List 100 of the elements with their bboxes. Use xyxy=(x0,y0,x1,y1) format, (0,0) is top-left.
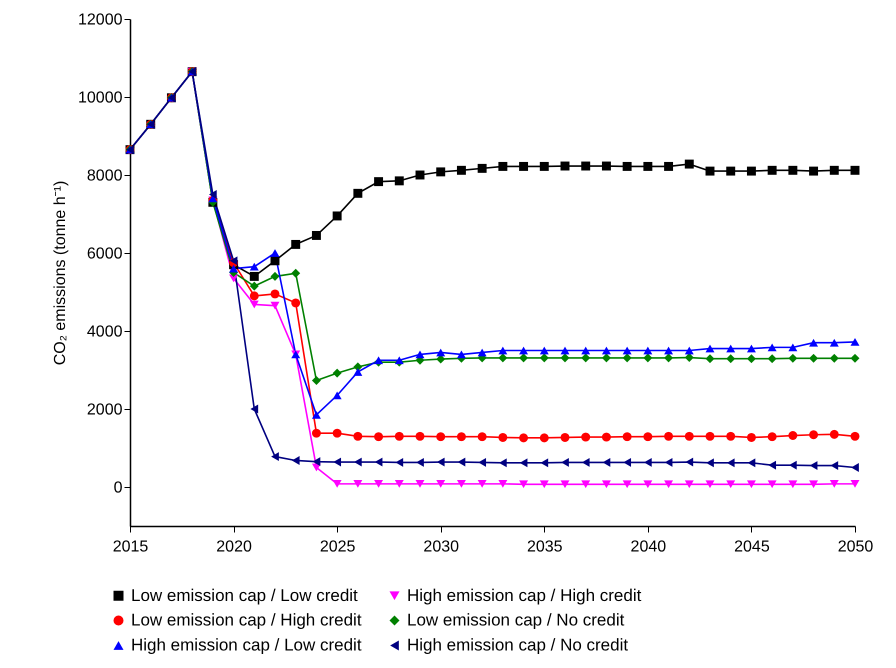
point xyxy=(684,353,694,362)
point xyxy=(561,458,569,467)
point xyxy=(664,458,672,467)
point xyxy=(333,458,342,467)
point xyxy=(416,458,424,467)
point xyxy=(353,368,362,376)
point xyxy=(581,346,590,354)
point xyxy=(498,346,508,354)
point xyxy=(748,458,756,468)
x-tick-label: 2040 xyxy=(630,538,666,556)
point xyxy=(270,249,280,257)
point xyxy=(478,432,487,442)
point xyxy=(851,463,859,472)
point xyxy=(644,458,652,467)
point xyxy=(560,433,570,442)
point xyxy=(706,166,714,176)
point xyxy=(830,461,838,470)
point xyxy=(436,458,445,467)
point xyxy=(726,166,736,176)
point xyxy=(643,353,652,362)
point xyxy=(271,452,279,462)
point xyxy=(684,346,694,354)
point xyxy=(809,354,818,363)
point xyxy=(416,432,424,441)
legend-label: Low emission cap / High credit xyxy=(131,610,362,630)
point xyxy=(394,356,404,364)
point xyxy=(746,354,756,364)
point xyxy=(353,480,362,488)
point xyxy=(726,344,736,352)
y-tick-label: 2000 xyxy=(86,402,123,418)
point xyxy=(229,264,238,272)
point xyxy=(850,338,860,346)
point xyxy=(788,166,798,175)
point xyxy=(374,432,384,442)
point xyxy=(312,230,321,240)
point xyxy=(332,391,342,400)
point xyxy=(312,376,321,385)
point xyxy=(643,346,652,354)
point xyxy=(850,432,860,441)
point xyxy=(478,458,486,467)
point xyxy=(706,458,714,468)
point xyxy=(250,282,259,291)
point xyxy=(684,432,694,441)
y-tick-label: 0 xyxy=(114,480,123,496)
point xyxy=(250,262,259,271)
point xyxy=(353,188,362,198)
x-tick-label: 2030 xyxy=(423,538,460,556)
point xyxy=(726,432,736,441)
point xyxy=(746,166,756,176)
y-tick-label: 4000 xyxy=(86,324,123,340)
point xyxy=(582,458,590,467)
point xyxy=(436,432,446,442)
point xyxy=(270,289,280,298)
point xyxy=(436,480,446,488)
point xyxy=(519,346,528,354)
legend-label: High emission cap / High credit xyxy=(407,586,642,605)
point xyxy=(456,166,466,175)
y-tick-label: 12000 xyxy=(78,12,123,28)
point xyxy=(685,458,694,467)
point xyxy=(498,433,508,442)
point xyxy=(706,344,714,352)
point xyxy=(394,176,404,186)
point xyxy=(706,354,714,364)
point xyxy=(270,302,280,310)
point xyxy=(602,346,611,354)
point xyxy=(643,432,652,442)
point xyxy=(602,432,611,442)
point xyxy=(560,346,570,354)
point xyxy=(768,166,777,175)
y-axis-title: CO₂ emissions (tonne h⁻¹) xyxy=(52,180,70,366)
point xyxy=(540,353,549,362)
point xyxy=(270,272,280,281)
point xyxy=(768,344,777,352)
point xyxy=(560,162,570,170)
point xyxy=(746,433,756,442)
point xyxy=(519,162,528,171)
point xyxy=(436,348,446,356)
point xyxy=(602,353,611,362)
point xyxy=(602,162,611,170)
point xyxy=(830,480,839,488)
x-tick-label: 2015 xyxy=(112,538,148,556)
point xyxy=(581,162,590,170)
point xyxy=(374,356,384,364)
point xyxy=(519,353,528,362)
point xyxy=(830,166,839,175)
point xyxy=(520,458,528,468)
point xyxy=(622,162,632,171)
point xyxy=(643,162,652,171)
point xyxy=(726,480,736,488)
point xyxy=(416,170,424,180)
point xyxy=(374,177,384,186)
x-tick-label: 2020 xyxy=(216,538,252,556)
point xyxy=(416,480,424,488)
point xyxy=(540,433,549,442)
point xyxy=(498,480,508,488)
point xyxy=(519,480,528,488)
point xyxy=(270,256,280,266)
point xyxy=(478,348,487,356)
legend-label: High emission cap / No credit xyxy=(407,636,628,654)
x-tick-label: 2025 xyxy=(320,538,356,556)
